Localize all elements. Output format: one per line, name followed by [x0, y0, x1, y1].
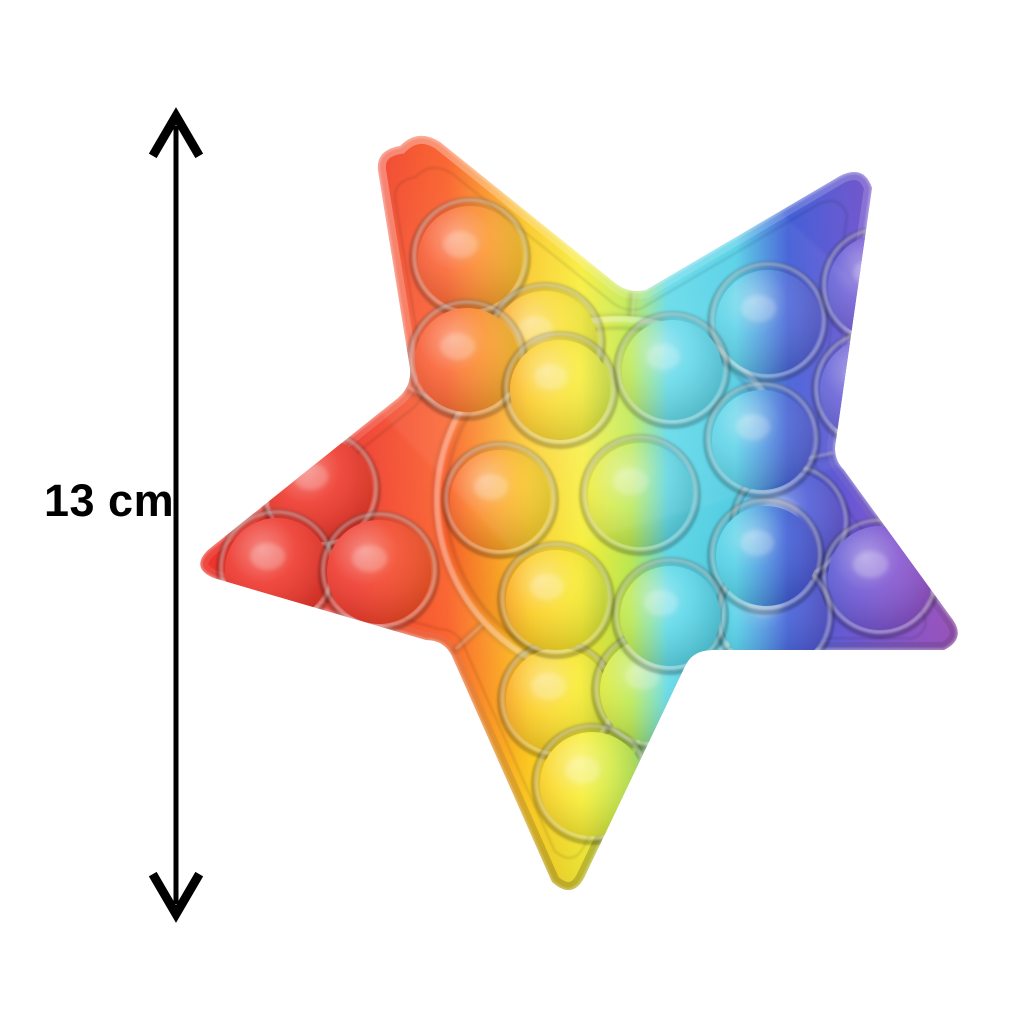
bubble-specular	[351, 544, 388, 572]
bubble[interactable]	[818, 516, 942, 640]
bubble[interactable]	[706, 496, 826, 616]
global-sheen	[200, 135, 958, 560]
bubble-specular	[644, 590, 678, 616]
bubble-dome-shading	[327, 520, 431, 624]
bubble-specular	[530, 672, 567, 700]
bubble-specular	[530, 574, 564, 600]
bubble-specular	[249, 542, 286, 570]
bubble-dome-shading	[225, 518, 329, 622]
bubble[interactable]	[610, 556, 730, 676]
bubble-specular	[844, 362, 881, 391]
star-toy-body	[200, 135, 958, 891]
bubble-rim-highlight	[614, 558, 726, 670]
bubble-dome-shading	[828, 526, 932, 630]
bubble[interactable]	[530, 722, 654, 846]
bubble-specular	[852, 550, 889, 578]
dimension-label: 13 cm	[44, 475, 175, 526]
arrowhead-up-icon	[148, 107, 204, 159]
bubble-dome-shading	[620, 566, 720, 666]
bubble-rim-highlight	[321, 512, 437, 628]
bubble-specular	[852, 259, 889, 288]
bubble-dome-shading	[540, 732, 644, 836]
bubble[interactable]	[496, 540, 616, 660]
dimension-annotation	[148, 107, 204, 923]
bubble-specular	[292, 462, 329, 491]
bubble-rim-highlight	[710, 498, 822, 610]
bubble[interactable]	[317, 510, 441, 634]
bubble-dome-shading	[716, 506, 816, 606]
bubble-specular	[740, 530, 774, 556]
arrowhead-down-icon	[148, 871, 204, 923]
bubble-specular	[564, 756, 601, 784]
bubble-dome-shading	[506, 550, 606, 650]
